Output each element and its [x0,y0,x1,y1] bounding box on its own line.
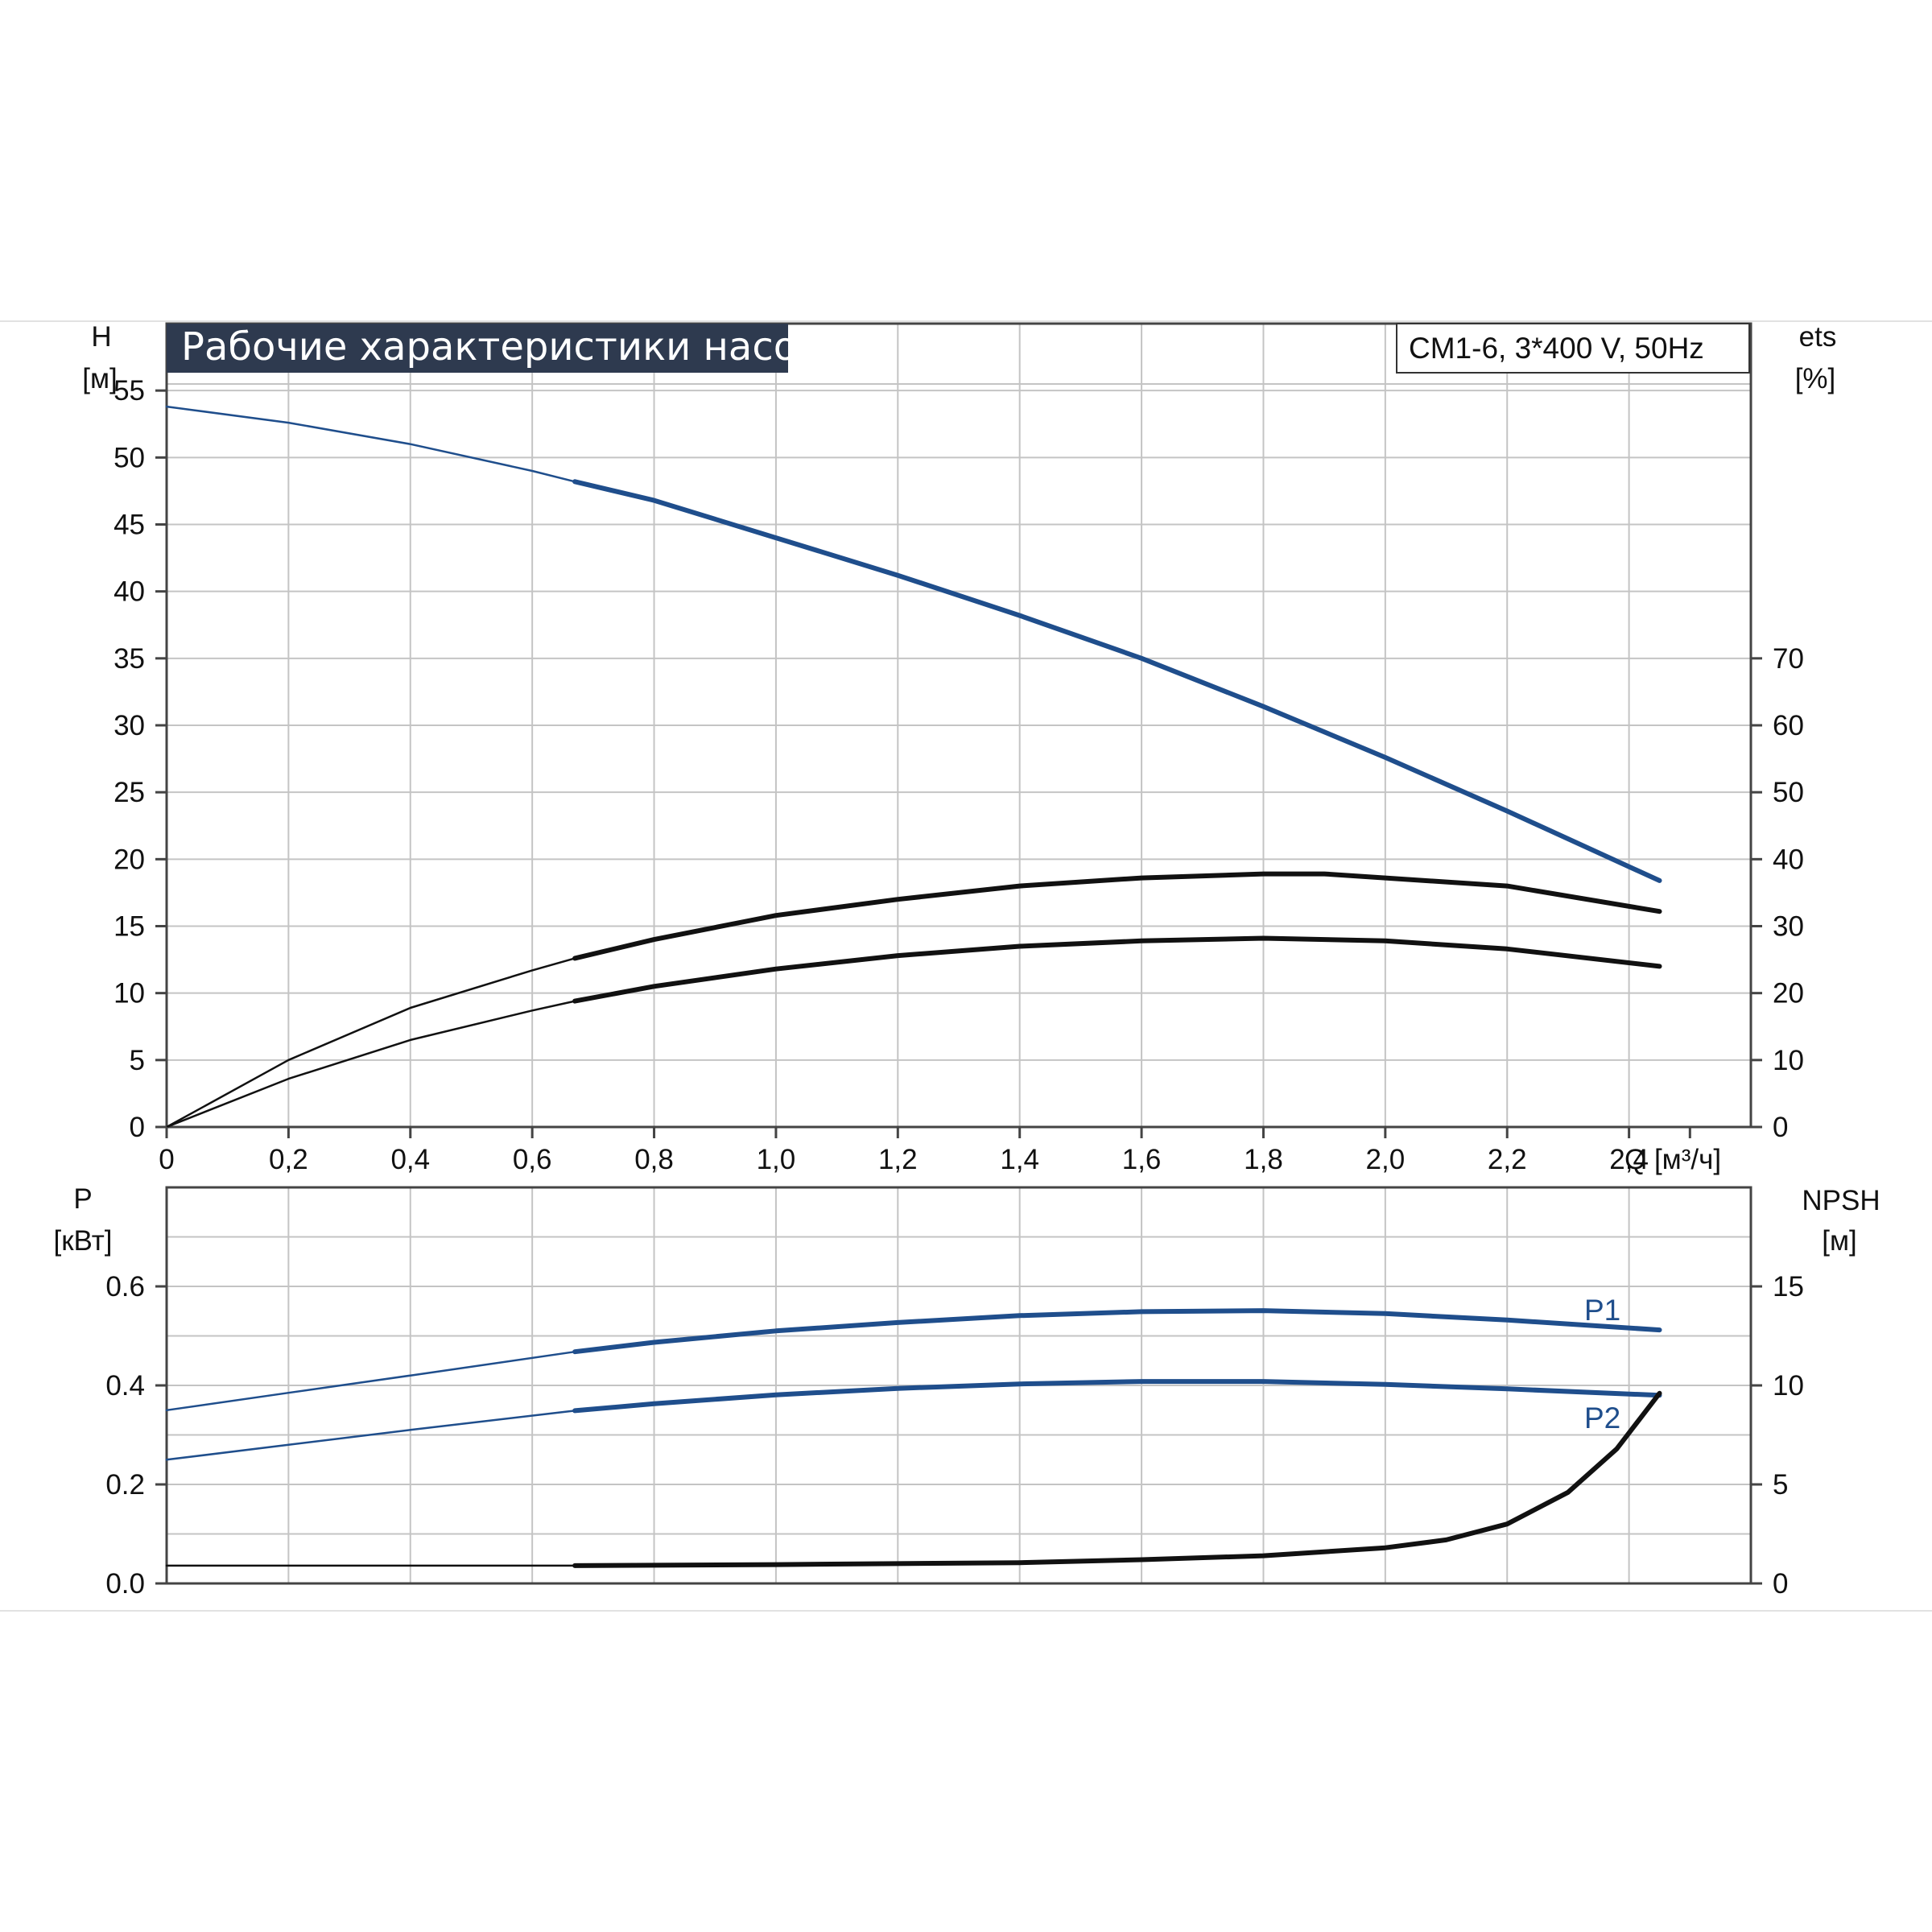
power-panel-grid [167,1187,1751,1583]
power-right-tick-label: 0 [1773,1568,1788,1600]
head-panel-grid [167,324,1751,1127]
head-series-2-curve [572,935,1662,1004]
head-right-tick-label: 20 [1773,978,1804,1009]
p-axis-label: P [73,1183,92,1215]
power-right-tick-label: 10 [1773,1370,1804,1402]
p1-curve-extension [165,1350,576,1412]
npsh-curve [572,1390,1662,1568]
power-left-tick-label: 0.2 [105,1469,145,1501]
head-right-tick-label: 40 [1773,844,1804,875]
p2-curve [572,1379,1662,1414]
series-label-p1: P1 [1584,1294,1620,1327]
head-panel-ticks: 0 5 10 15 20 25 30 35 40 45 50 55 0 10 20 30 40 50 60 70 0 0,… [114,375,1804,1175]
head-left-tick-label: 25 [114,777,145,808]
power-panel-ticks: 0.0 0.2 0.4 0.6 0 5 10 15 [105,1271,1804,1600]
y-right-unit: [%] [1795,363,1836,394]
head-left-tick-label: 35 [114,643,145,675]
x-tick-label: 2,4 [1609,1144,1649,1175]
power-left-tick-label: 0.4 [105,1370,145,1402]
npsh-axis-label: NPSH [1802,1185,1880,1216]
head-right-tick-label: 50 [1773,777,1804,808]
y-right-label: ets [1799,321,1837,353]
power-left-tick-label: 0.0 [105,1568,145,1600]
x-tick-label: 1,6 [1122,1144,1162,1175]
head-left-tick-label: 55 [114,375,145,407]
x-axis-label: Q [м³/ч] [1624,1144,1721,1175]
power-right-tick-label: 15 [1773,1271,1804,1302]
x-tick-label: 2,0 [1366,1144,1406,1175]
x-tick-label: 1,4 [1000,1144,1039,1175]
x-tick-label: 1,2 [878,1144,918,1175]
head-series-0-curve-extension [165,405,576,483]
p1-curve [572,1308,1662,1355]
head-series-1-curve-extension [165,957,576,1129]
power-left-tick-label: 0.6 [105,1271,145,1302]
power-right-tick-label: 5 [1773,1469,1788,1501]
head-left-tick-label: 10 [114,978,145,1009]
x-tick-label: 0,4 [390,1144,430,1175]
p2-curve-extension [165,1410,576,1461]
head-series-0-curve [572,479,1662,883]
head-left-tick-label: 45 [114,510,145,541]
series-label-p2: P2 [1584,1402,1620,1435]
x-tick-label: 2,2 [1488,1144,1527,1175]
head-left-tick-label: 0 [130,1112,145,1143]
y-left-label: H [91,321,111,353]
head-right-tick-label: 70 [1773,643,1804,675]
head-right-tick-label: 10 [1773,1045,1804,1076]
head-panel-series [165,405,1662,1129]
head-series-1-curve [572,871,1662,961]
head-series-2-curve-extension [165,1000,576,1129]
x-tick-label: 0 [159,1144,174,1175]
npsh-axis-unit: [м] [1822,1225,1857,1257]
head-left-tick-label: 30 [114,710,145,741]
head-right-tick-label: 60 [1773,710,1804,741]
x-tick-label: 1,0 [757,1144,796,1175]
head-left-tick-label: 15 [114,911,145,943]
title-box [167,324,788,373]
head-left-tick-label: 40 [114,576,145,608]
head-right-tick-label: 0 [1773,1112,1788,1143]
power-panel-series [165,1308,1662,1568]
model-label: CM1-6, 3*400 V, 50Hz [1409,332,1704,365]
head-right-tick-label: 30 [1773,911,1804,943]
x-tick-label: 1,8 [1244,1144,1283,1175]
p-axis-unit: [кВт] [54,1225,113,1257]
x-tick-label: 0,6 [513,1144,552,1175]
head-left-tick-label: 5 [130,1045,145,1076]
head-left-tick-label: 20 [114,844,145,875]
head-left-tick-label: 50 [114,442,145,473]
x-tick-label: 0,2 [269,1144,308,1175]
model-box [1396,323,1750,374]
x-tick-label: 0,8 [634,1144,674,1175]
chart-title: Рабочие характеристики насоса [181,324,842,369]
y-left-unit: [м] [82,363,118,394]
